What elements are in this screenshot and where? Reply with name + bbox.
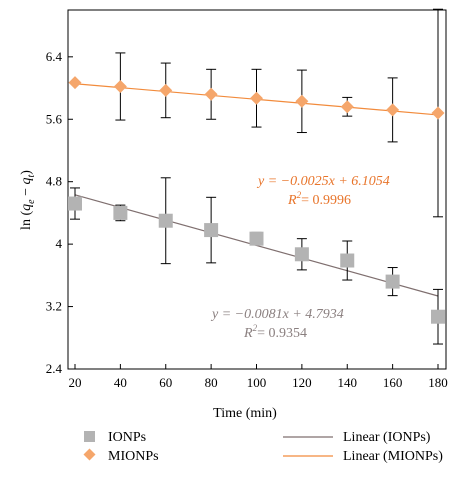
data-point-ionps [249, 231, 264, 246]
data-point-mionps [159, 83, 173, 97]
x-tick-label: 40 [114, 375, 127, 390]
x-axis-title: Time (min) [213, 406, 277, 421]
x-tick-label: 120 [292, 375, 312, 390]
legend-label-linear-mionps: Linear (MIONPs) [343, 449, 443, 464]
legend: IONPs MIONPs Linear (IONPs) Linear (MION… [83, 430, 443, 464]
legend-label-linear-ionps: Linear (IONPs) [343, 430, 431, 445]
y-tick-label: 4.8 [46, 174, 62, 189]
x-tick-label: 100 [247, 375, 267, 390]
x-tick-label: 160 [383, 375, 403, 390]
data-point-ionps [385, 274, 400, 289]
data-point-mionps [295, 94, 309, 108]
data-point-ionps [431, 309, 445, 324]
mionps-equation: y = −0.0025x + 6.1054 [256, 174, 390, 189]
y-tick-label: 3.2 [46, 299, 62, 314]
data-point-mionps [250, 91, 263, 105]
legend-marker-ionps [84, 431, 95, 442]
data-point-mionps [340, 100, 354, 114]
y-tick-label: 4 [56, 236, 63, 251]
y-tick-label: 2.4 [46, 361, 63, 376]
data-point-mionps [113, 79, 127, 93]
data-point-ionps [113, 205, 128, 220]
data-markers [68, 76, 445, 324]
ionps-equation: y = −0.0081x + 4.7934 [210, 307, 344, 322]
x-tick-label: 60 [159, 375, 172, 390]
data-point-ionps [340, 253, 355, 268]
x-tick-label: 180 [428, 375, 448, 390]
x-tick-label: 80 [205, 375, 218, 390]
data-point-ionps [204, 223, 219, 238]
data-point-ionps [294, 247, 309, 262]
data-point-ionps [68, 196, 82, 211]
x-tick-label: 20 [69, 375, 82, 390]
y-axis-ticks: 2.4 3.2 4 4.8 5.6 6.4 [46, 49, 73, 376]
x-axis-ticks: 20 40 60 80 100 120 140 160 180 [69, 364, 448, 390]
x-tick-label: 140 [338, 375, 358, 390]
y-axis-title: ln (qe − qt) [19, 170, 37, 230]
ionps-r2: R2= 0.9354 [243, 323, 307, 341]
mionps-r2: R2= 0.9996 [287, 190, 351, 208]
y-tick-label: 5.6 [46, 111, 63, 126]
data-point-ionps [158, 213, 173, 228]
y-tick-label: 6.4 [46, 49, 63, 64]
legend-marker-mionps [83, 448, 96, 461]
legend-label-ionps: IONPs [108, 430, 146, 445]
legend-label-mionps: MIONPs [108, 449, 159, 464]
data-point-mionps [204, 87, 218, 101]
data-point-mionps [386, 103, 400, 117]
data-point-mionps [68, 76, 82, 90]
data-point-mionps [431, 106, 445, 120]
